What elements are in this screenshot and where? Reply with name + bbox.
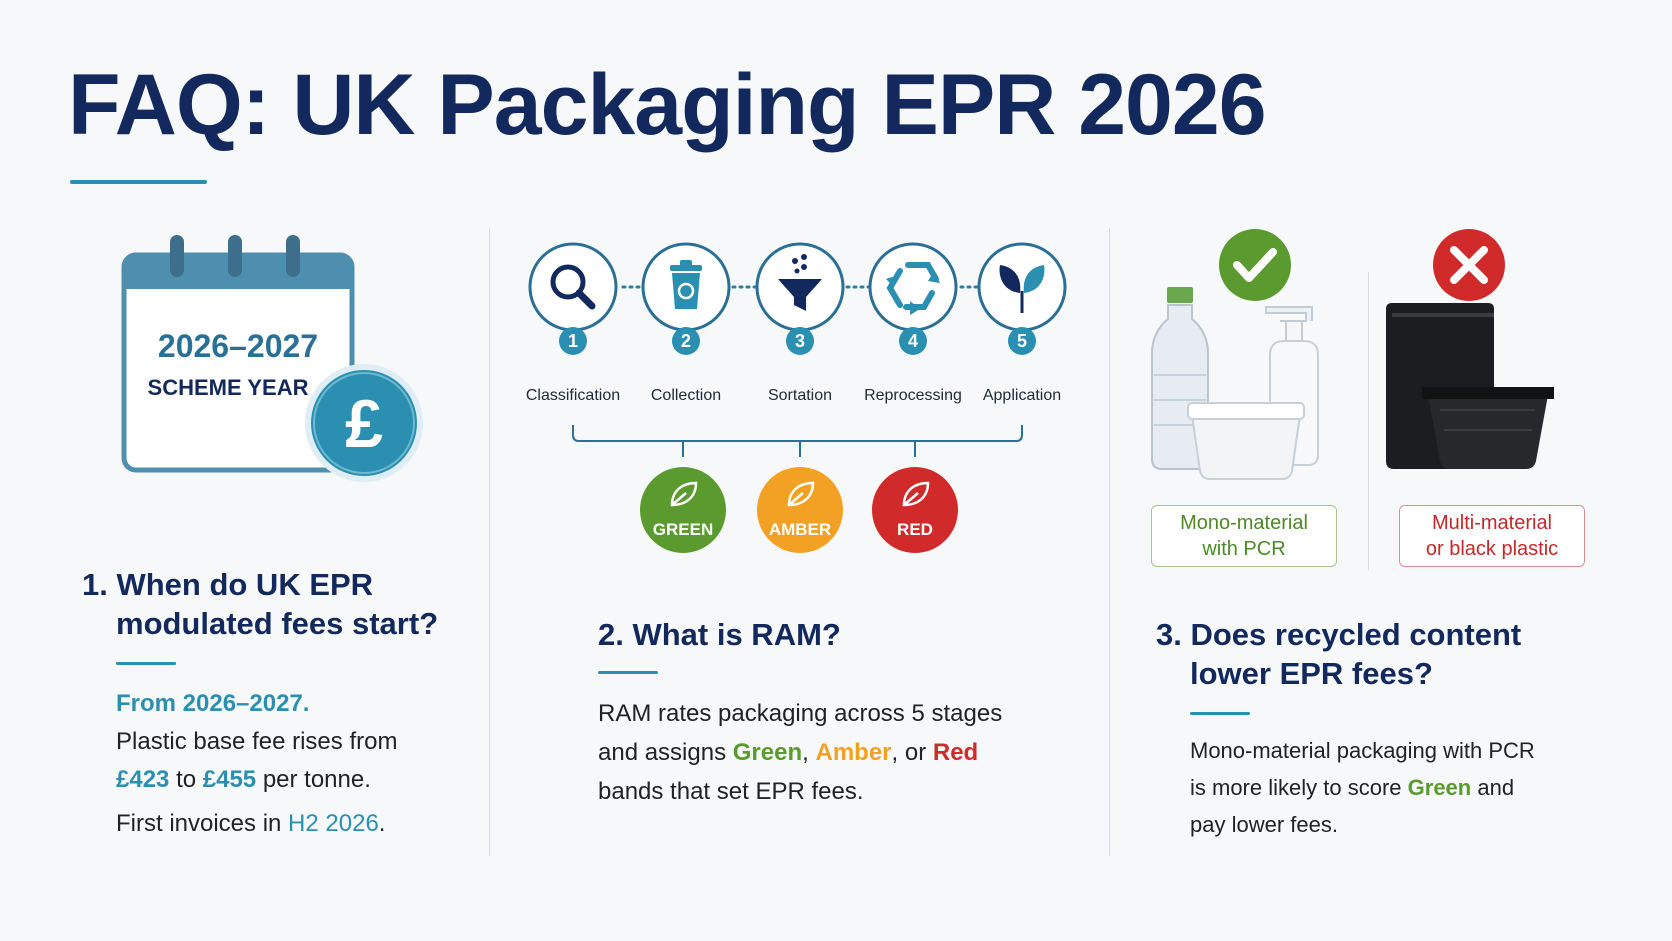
question-2-title: 2. What is RAM? bbox=[598, 617, 841, 652]
stage-number-3: 3 bbox=[795, 331, 805, 351]
band-red bbox=[872, 467, 958, 553]
plant-icon bbox=[999, 265, 1045, 313]
question-3-rule bbox=[1190, 712, 1250, 715]
packaging-comparison-illustration bbox=[1151, 229, 1554, 480]
pound-sign-icon: £ bbox=[345, 386, 383, 462]
answer-1: From 2026–2027. Plastic base fee rises f… bbox=[116, 690, 398, 837]
stage-label-5: Application bbox=[983, 387, 1061, 404]
question-2-rule bbox=[598, 671, 658, 674]
leaf-icons bbox=[670, 481, 930, 507]
stage-label-2: Collection bbox=[651, 387, 721, 404]
calendar-icon: 2026–2027 SCHEME YEAR £ bbox=[121, 235, 423, 482]
band-amber bbox=[757, 467, 843, 553]
white-tub-icon bbox=[1187, 402, 1305, 480]
title-underline bbox=[70, 180, 207, 184]
stage-label-1: Classification bbox=[526, 387, 620, 404]
black-tray-icon bbox=[1422, 387, 1554, 469]
band-label-amber: AMBER bbox=[769, 520, 831, 539]
band-label-green: GREEN bbox=[653, 520, 713, 539]
answer-3: Mono-material packaging with PCR is more… bbox=[1190, 738, 1535, 837]
recycle-icon bbox=[886, 262, 940, 315]
magnifier-icon bbox=[550, 264, 596, 310]
question-1-rule bbox=[116, 662, 176, 665]
funnel-icon bbox=[778, 254, 822, 311]
stage-number-5: 5 bbox=[1017, 331, 1027, 351]
column-divider-2 bbox=[1109, 228, 1110, 856]
stage-number-1: 1 bbox=[568, 331, 578, 351]
answer-2: RAM rates packaging across 5 stages and … bbox=[598, 700, 1003, 805]
multi-material-tag: Multi-material or black plastic bbox=[1399, 505, 1585, 567]
calendar-label: SCHEME YEAR bbox=[148, 375, 309, 400]
check-icon bbox=[1219, 229, 1291, 301]
page-title: FAQ: UK Packaging EPR 2026 bbox=[68, 57, 1267, 153]
band-green bbox=[640, 467, 726, 553]
question-1-title: 1. When do UK EPR modulated fees start? bbox=[82, 567, 439, 641]
stage-label-3: Sortation bbox=[768, 387, 832, 404]
mono-material-tag: Mono-material with PCR bbox=[1151, 505, 1337, 567]
column-divider-1 bbox=[489, 228, 490, 856]
product-divider bbox=[1368, 272, 1369, 570]
stage-number-4: 4 bbox=[908, 331, 918, 351]
band-label-red: RED bbox=[897, 520, 933, 539]
ram-stages-diagram: 1 2 3 4 5 Classification Collection Sort… bbox=[526, 242, 1067, 553]
recycling-bin-icon bbox=[670, 260, 702, 309]
calendar-years: 2026–2027 bbox=[158, 328, 318, 364]
question-3-title: 3. Does recycled content lower EPR fees? bbox=[1156, 617, 1522, 691]
stage-number-2: 2 bbox=[681, 331, 691, 351]
cross-icon bbox=[1433, 229, 1505, 301]
stage-label-4: Reprocessing bbox=[864, 387, 962, 404]
